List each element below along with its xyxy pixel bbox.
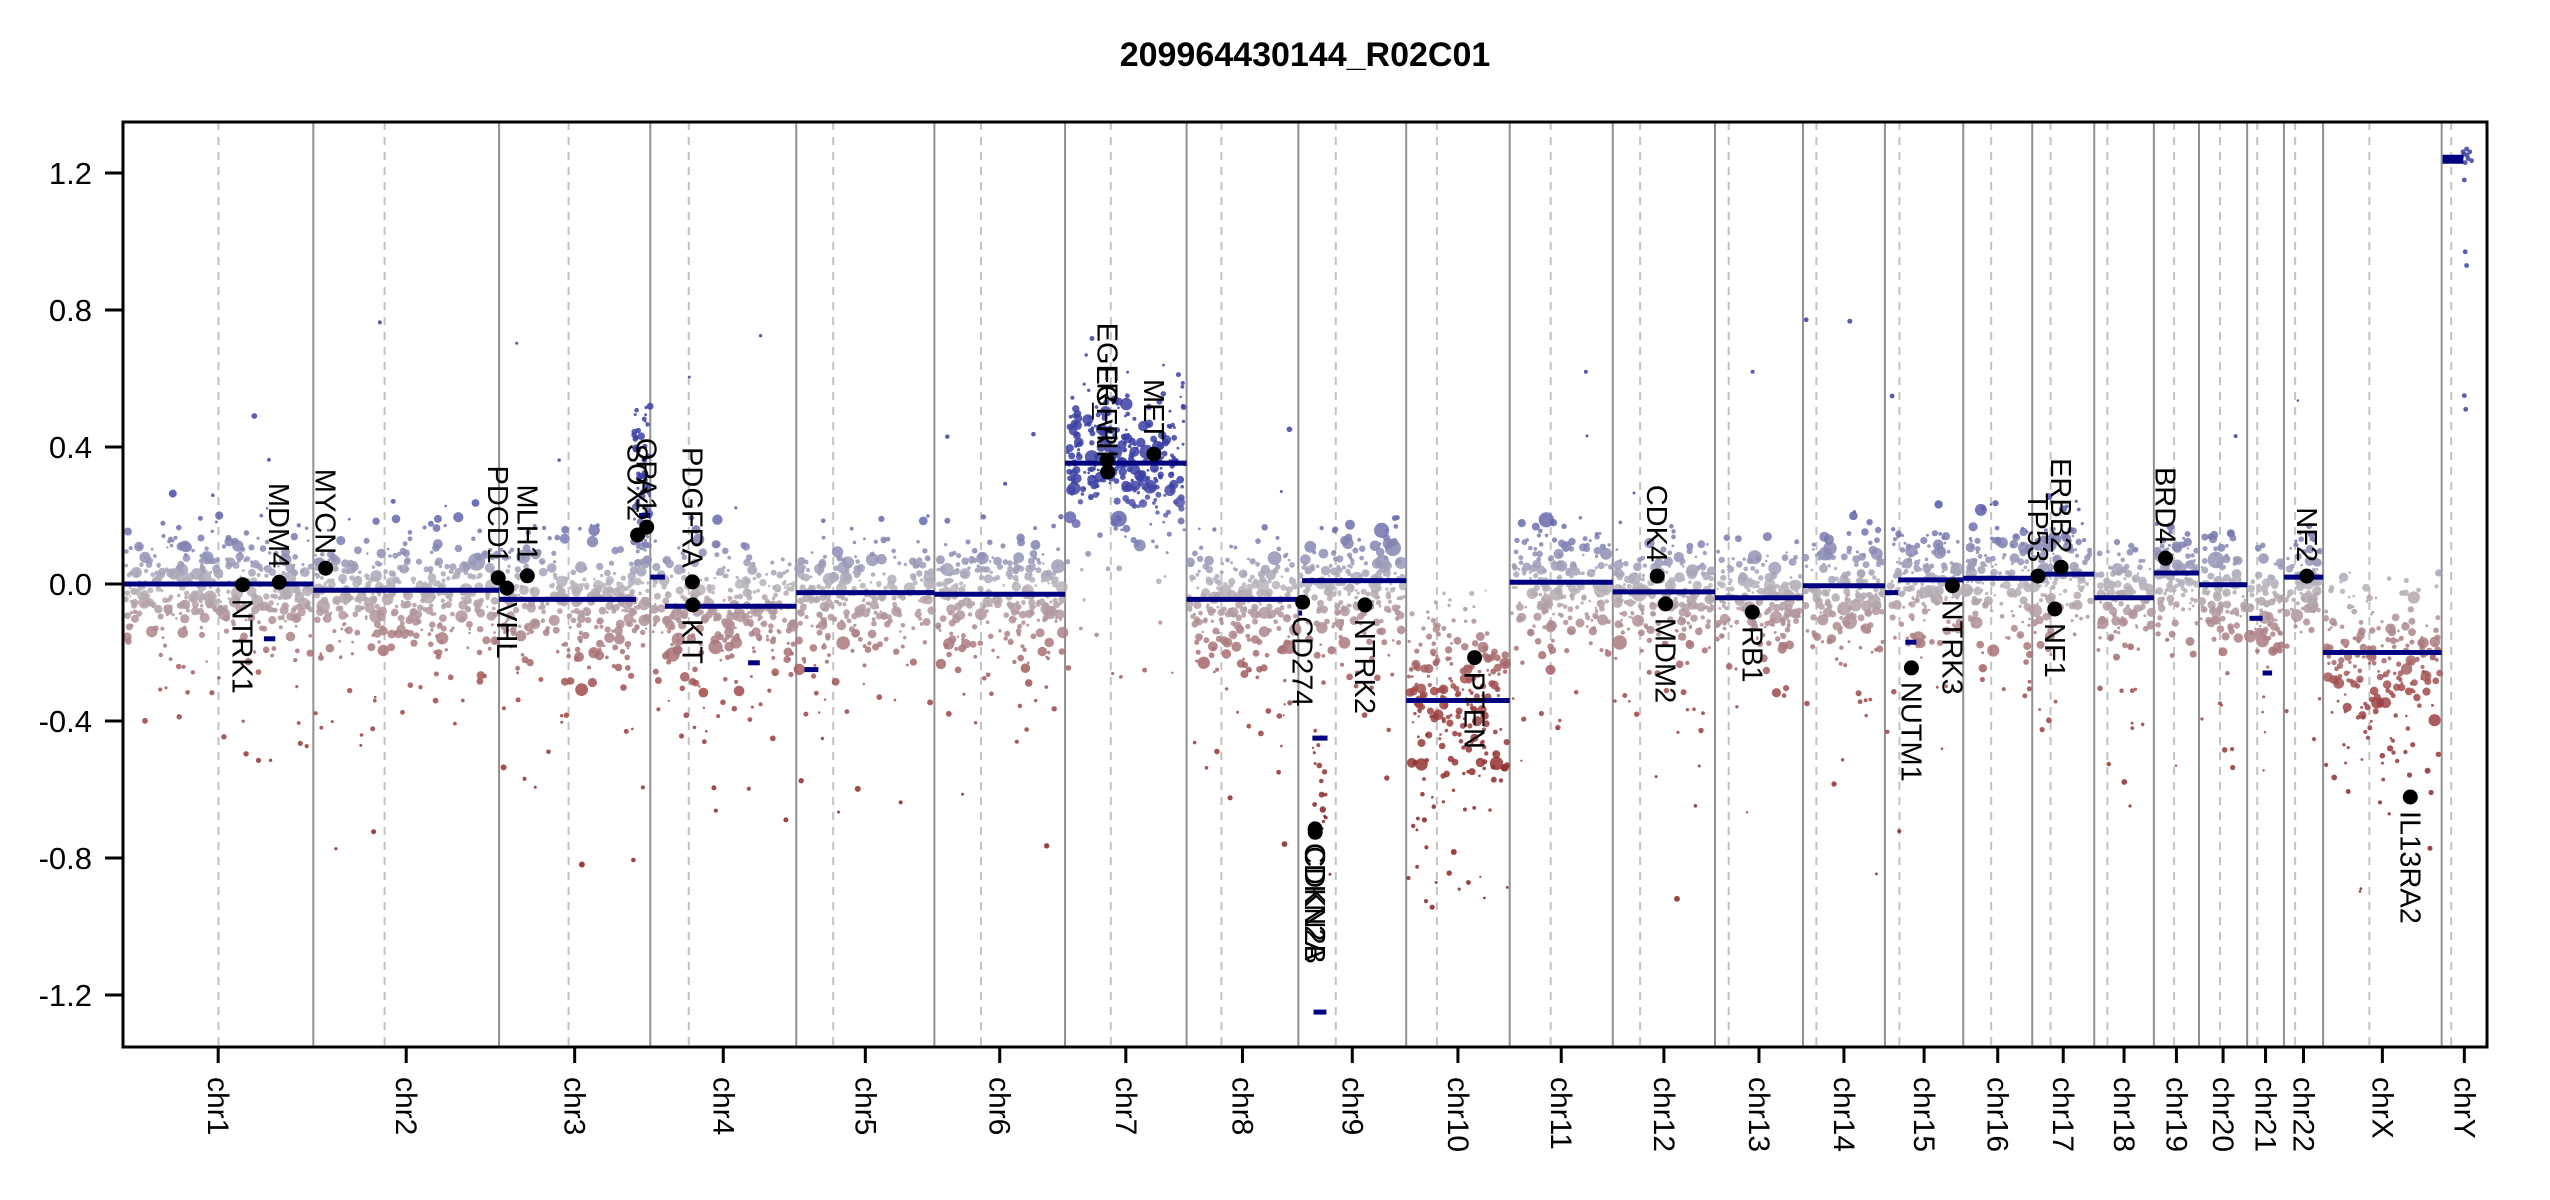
- gene-label-PDCD1: PDCD1: [481, 465, 513, 563]
- gene-dot-MET: [1146, 446, 1162, 462]
- gene-label-EGFR_vIII: EGFR_vIII: [1091, 323, 1123, 458]
- gene-dot-PDCD1: [490, 570, 506, 586]
- x-label-chr12: chr12: [1647, 1077, 1680, 1152]
- gene-label-VHL: VHL: [490, 602, 522, 658]
- gene-dot-CDK4: [1649, 568, 1665, 584]
- x-label-chr2: chr2: [389, 1077, 422, 1135]
- gene-label-MDM4: MDM4: [262, 483, 294, 568]
- x-label-chr3: chr3: [558, 1077, 591, 1135]
- gene-dot-NF2: [2299, 568, 2315, 584]
- gene-label-MET: MET: [1137, 379, 1169, 441]
- gene-label-ERBB2: ERBB2: [2044, 458, 2076, 553]
- x-label-chr11: chr11: [1544, 1077, 1577, 1150]
- gene-label-IL13RA2: IL13RA2: [2393, 811, 2425, 924]
- y-tick-label: -0.8: [39, 841, 92, 876]
- gene-dot-KIT: [685, 597, 701, 613]
- x-label-chr19: chr19: [2159, 1077, 2192, 1152]
- x-axis: chr1 chr2 chr3 chr4 chr5 chr6 chr7 chr8 chr9 chr1…: [201, 1047, 2480, 1152]
- x-label-chr18: chr18: [2107, 1077, 2140, 1152]
- gene-label-CDKN2B: CDKN2B: [1298, 846, 1330, 964]
- gene-dot-CDKN2B: [1307, 824, 1323, 840]
- gene-label-MYCN: MYCN: [309, 469, 341, 554]
- x-label-chr7: chr7: [1109, 1077, 1142, 1135]
- gene-label-OPA1: OPA1: [630, 438, 662, 513]
- gene-dot-EGFR_vIII: [1100, 464, 1116, 480]
- y-tick-label: -1.2: [39, 978, 92, 1013]
- gene-label-MLH1: MLH1: [510, 484, 542, 561]
- gene-label-CDKN2A: CDKN2A: [1298, 843, 1330, 961]
- gene-label-BRD4: BRD4: [2149, 467, 2181, 544]
- gene-dot-VHL: [499, 580, 515, 596]
- y-tick-label: -0.4: [39, 704, 92, 739]
- y-tick-label: 1.2: [49, 156, 92, 191]
- gene-dot-NTRK3: [1944, 578, 1960, 594]
- x-label-chr16: chr16: [1981, 1077, 2014, 1152]
- gene-label-SOX2: SOX2: [621, 444, 653, 521]
- gene-label-MDM2: MDM2: [1649, 618, 1681, 703]
- gene-dot-PDGFRA: [684, 574, 700, 590]
- gene-dot-TP53: [2030, 568, 2046, 584]
- gene-dot-CD274: [1295, 594, 1311, 610]
- y-tick-label: 0.4: [49, 430, 92, 465]
- x-label-chr1: chr1: [201, 1077, 234, 1135]
- plot-title: 209964430144_R02C01: [1119, 36, 1491, 74]
- gene-label-NF2: NF2: [2290, 507, 2322, 562]
- gene-dot-NF1: [2047, 601, 2063, 617]
- gene-label-KIT: KIT: [676, 619, 708, 664]
- x-label-chr17: chr17: [2046, 1077, 2079, 1152]
- gene-label-NTRK2: NTRK2: [1348, 619, 1380, 714]
- x-label-chr22: chr22: [2286, 1077, 2319, 1152]
- gene-label-CD274: CD274: [1286, 616, 1318, 706]
- gene-dot-BRD4: [2158, 550, 2173, 566]
- gene-label-NTRK3: NTRK3: [1935, 600, 1967, 695]
- gene-dot-EGFR: [1099, 452, 1115, 468]
- x-label-chrY: chrY: [2447, 1077, 2480, 1139]
- x-label-chr10: chr10: [1441, 1077, 1474, 1152]
- x-label-chr5: chr5: [848, 1077, 881, 1135]
- gene-dot-MDM2: [1658, 596, 1674, 612]
- gene-label-NF1: NF1: [2038, 623, 2070, 678]
- gene-dot-MYCN: [318, 560, 334, 576]
- gene-label-NTRK1: NTRK1: [226, 599, 258, 694]
- x-label-chr15: chr15: [1907, 1077, 1940, 1152]
- gene-dot-NUTM1: [1903, 660, 1919, 676]
- gene-dot-ERBB2: [2053, 559, 2069, 575]
- gene-label-EGFR: EGFR: [1090, 365, 1122, 446]
- gene-dot-PTEN: [1467, 650, 1483, 666]
- x-label-chrX: chrX: [2365, 1077, 2398, 1139]
- x-label-chr14: chr14: [1827, 1077, 1860, 1152]
- y-tick-label: 0.8: [49, 293, 92, 328]
- gene-dot-NTRK1: [235, 577, 251, 593]
- y-tick-label: 0.0: [49, 567, 92, 602]
- gene-dot-IL13RA2: [2402, 789, 2418, 805]
- x-label-chr8: chr8: [1225, 1077, 1258, 1135]
- gene-dot-MDM4: [271, 574, 287, 590]
- gene-label-NUTM1: NUTM1: [1894, 682, 1926, 782]
- gene-label-PTEN: PTEN: [1458, 672, 1490, 749]
- x-label-chr9: chr9: [1335, 1077, 1368, 1135]
- gene-dot-NTRK2: [1357, 597, 1373, 613]
- x-label-chr20: chr20: [2206, 1077, 2239, 1152]
- gene-dot-OPA1: [639, 519, 655, 535]
- gene-label-PDGFRA: PDGFRA: [675, 447, 707, 569]
- x-label-chr21: chr21: [2249, 1077, 2282, 1152]
- y-axis: 1.2 0.8 0.4 0.0 -0.4 -0.8 -1.2: [39, 156, 123, 1013]
- gene-label-CDK4: CDK4: [1640, 485, 1672, 562]
- x-label-chr6: chr6: [983, 1077, 1016, 1135]
- gene-label-TP53: TP53: [2021, 493, 2053, 562]
- gene-label-RB1: RB1: [1735, 626, 1767, 682]
- x-label-chr4: chr4: [706, 1077, 739, 1135]
- gene-dot-MLH1: [519, 568, 535, 584]
- x-label-chr13: chr13: [1742, 1077, 1775, 1152]
- gene-dot-RB1: [1744, 604, 1760, 620]
